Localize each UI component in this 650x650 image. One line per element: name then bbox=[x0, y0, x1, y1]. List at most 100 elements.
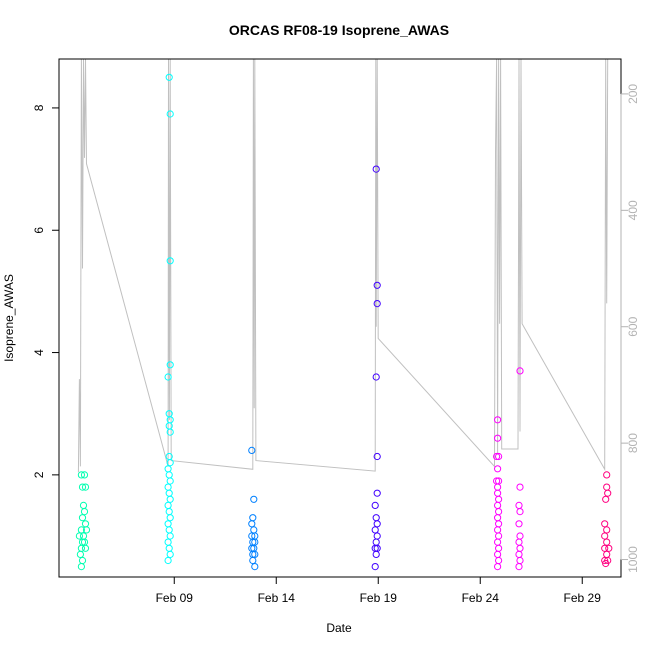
data-point bbox=[373, 489, 381, 497]
data-point bbox=[494, 501, 502, 509]
data-point bbox=[373, 300, 381, 308]
secondary-y-axis: 200 400 600 800 1000 bbox=[620, 84, 640, 573]
pressure-trace-layer bbox=[77, 58, 609, 473]
data-point bbox=[603, 471, 611, 479]
data-point bbox=[78, 483, 87, 491]
data-point bbox=[494, 483, 502, 491]
data-point bbox=[166, 361, 174, 369]
data-point bbox=[80, 508, 89, 516]
data-point bbox=[166, 257, 174, 265]
data-point bbox=[372, 550, 380, 559]
data-point bbox=[79, 532, 88, 540]
data-point bbox=[249, 556, 257, 565]
y-axis: 2 4 6 8 bbox=[32, 104, 60, 478]
data-point bbox=[82, 526, 91, 534]
data-point bbox=[494, 550, 502, 559]
data-point bbox=[77, 471, 86, 479]
data-point bbox=[603, 538, 611, 546]
data-point bbox=[372, 514, 380, 522]
data-point bbox=[164, 465, 172, 473]
data-point bbox=[164, 501, 172, 509]
plot-frame bbox=[58, 58, 622, 578]
data-point bbox=[495, 495, 503, 503]
data-point bbox=[249, 514, 257, 522]
data-point bbox=[166, 110, 174, 118]
x-tick-label: Feb 14 bbox=[258, 591, 296, 605]
data-point bbox=[603, 550, 611, 559]
data-point bbox=[601, 556, 609, 565]
pressure-trace-line bbox=[77, 58, 609, 473]
data-point bbox=[251, 550, 259, 559]
data-point bbox=[494, 563, 502, 571]
data-point bbox=[495, 508, 503, 516]
y-tick-label: 4 bbox=[32, 349, 46, 356]
data-point bbox=[164, 483, 172, 491]
data-point bbox=[495, 556, 503, 565]
data-point bbox=[494, 465, 502, 473]
data-point bbox=[494, 526, 502, 534]
data-point bbox=[165, 73, 173, 81]
data-point bbox=[164, 556, 172, 565]
data-point bbox=[77, 563, 86, 571]
data-point bbox=[516, 556, 524, 565]
data-point bbox=[373, 532, 381, 540]
data-point bbox=[371, 526, 379, 534]
x-axis: Feb 09 Feb 14 Feb 19 Feb 24 Feb 29 bbox=[156, 576, 601, 605]
y2-tick-label: 800 bbox=[626, 433, 640, 453]
data-point bbox=[81, 483, 90, 491]
data-point bbox=[516, 532, 524, 540]
data-point bbox=[494, 514, 502, 522]
data-point bbox=[372, 538, 380, 546]
data-point bbox=[516, 508, 524, 516]
data-point bbox=[165, 471, 173, 479]
y-tick-label: 2 bbox=[32, 471, 46, 478]
data-point bbox=[515, 563, 523, 571]
data-point bbox=[166, 514, 174, 522]
data-point bbox=[165, 508, 173, 516]
data-point bbox=[373, 281, 381, 289]
data-point bbox=[494, 434, 502, 442]
data-point bbox=[250, 526, 258, 534]
data-point bbox=[165, 544, 173, 552]
data-point bbox=[80, 471, 89, 479]
data-point bbox=[371, 501, 379, 509]
data-point bbox=[165, 526, 173, 534]
data-point bbox=[372, 373, 380, 381]
data-point bbox=[602, 495, 610, 503]
data-point bbox=[166, 477, 174, 485]
data-point bbox=[515, 501, 523, 509]
data-point bbox=[166, 428, 174, 436]
data-point bbox=[76, 550, 85, 559]
y-tick-label: 8 bbox=[32, 104, 46, 111]
data-point bbox=[602, 559, 610, 568]
data-point bbox=[248, 446, 256, 454]
data-point bbox=[165, 489, 173, 497]
data-point bbox=[164, 538, 172, 546]
x-tick-label: Feb 19 bbox=[360, 591, 398, 605]
data-point bbox=[603, 526, 611, 534]
data-point bbox=[494, 538, 502, 546]
data-point bbox=[495, 532, 503, 540]
data-point bbox=[495, 452, 503, 461]
x-axis-label: Date bbox=[326, 621, 352, 635]
y2-tick-label: 400 bbox=[626, 200, 640, 220]
data-point bbox=[601, 520, 609, 528]
data-point bbox=[166, 532, 174, 540]
data-point bbox=[601, 532, 609, 540]
data-point bbox=[603, 483, 611, 491]
data-point bbox=[250, 495, 258, 503]
data-point bbox=[248, 520, 256, 528]
data-point bbox=[79, 501, 88, 509]
data-point bbox=[166, 550, 174, 559]
data-point bbox=[164, 520, 172, 528]
data-point bbox=[81, 544, 90, 552]
data-point bbox=[495, 520, 503, 528]
data-point bbox=[75, 532, 84, 540]
data-point bbox=[493, 452, 501, 461]
y2-tick-label: 600 bbox=[626, 316, 640, 336]
data-point bbox=[251, 563, 259, 571]
data-point bbox=[515, 538, 523, 546]
data-point bbox=[166, 459, 174, 467]
data-point bbox=[373, 452, 381, 461]
